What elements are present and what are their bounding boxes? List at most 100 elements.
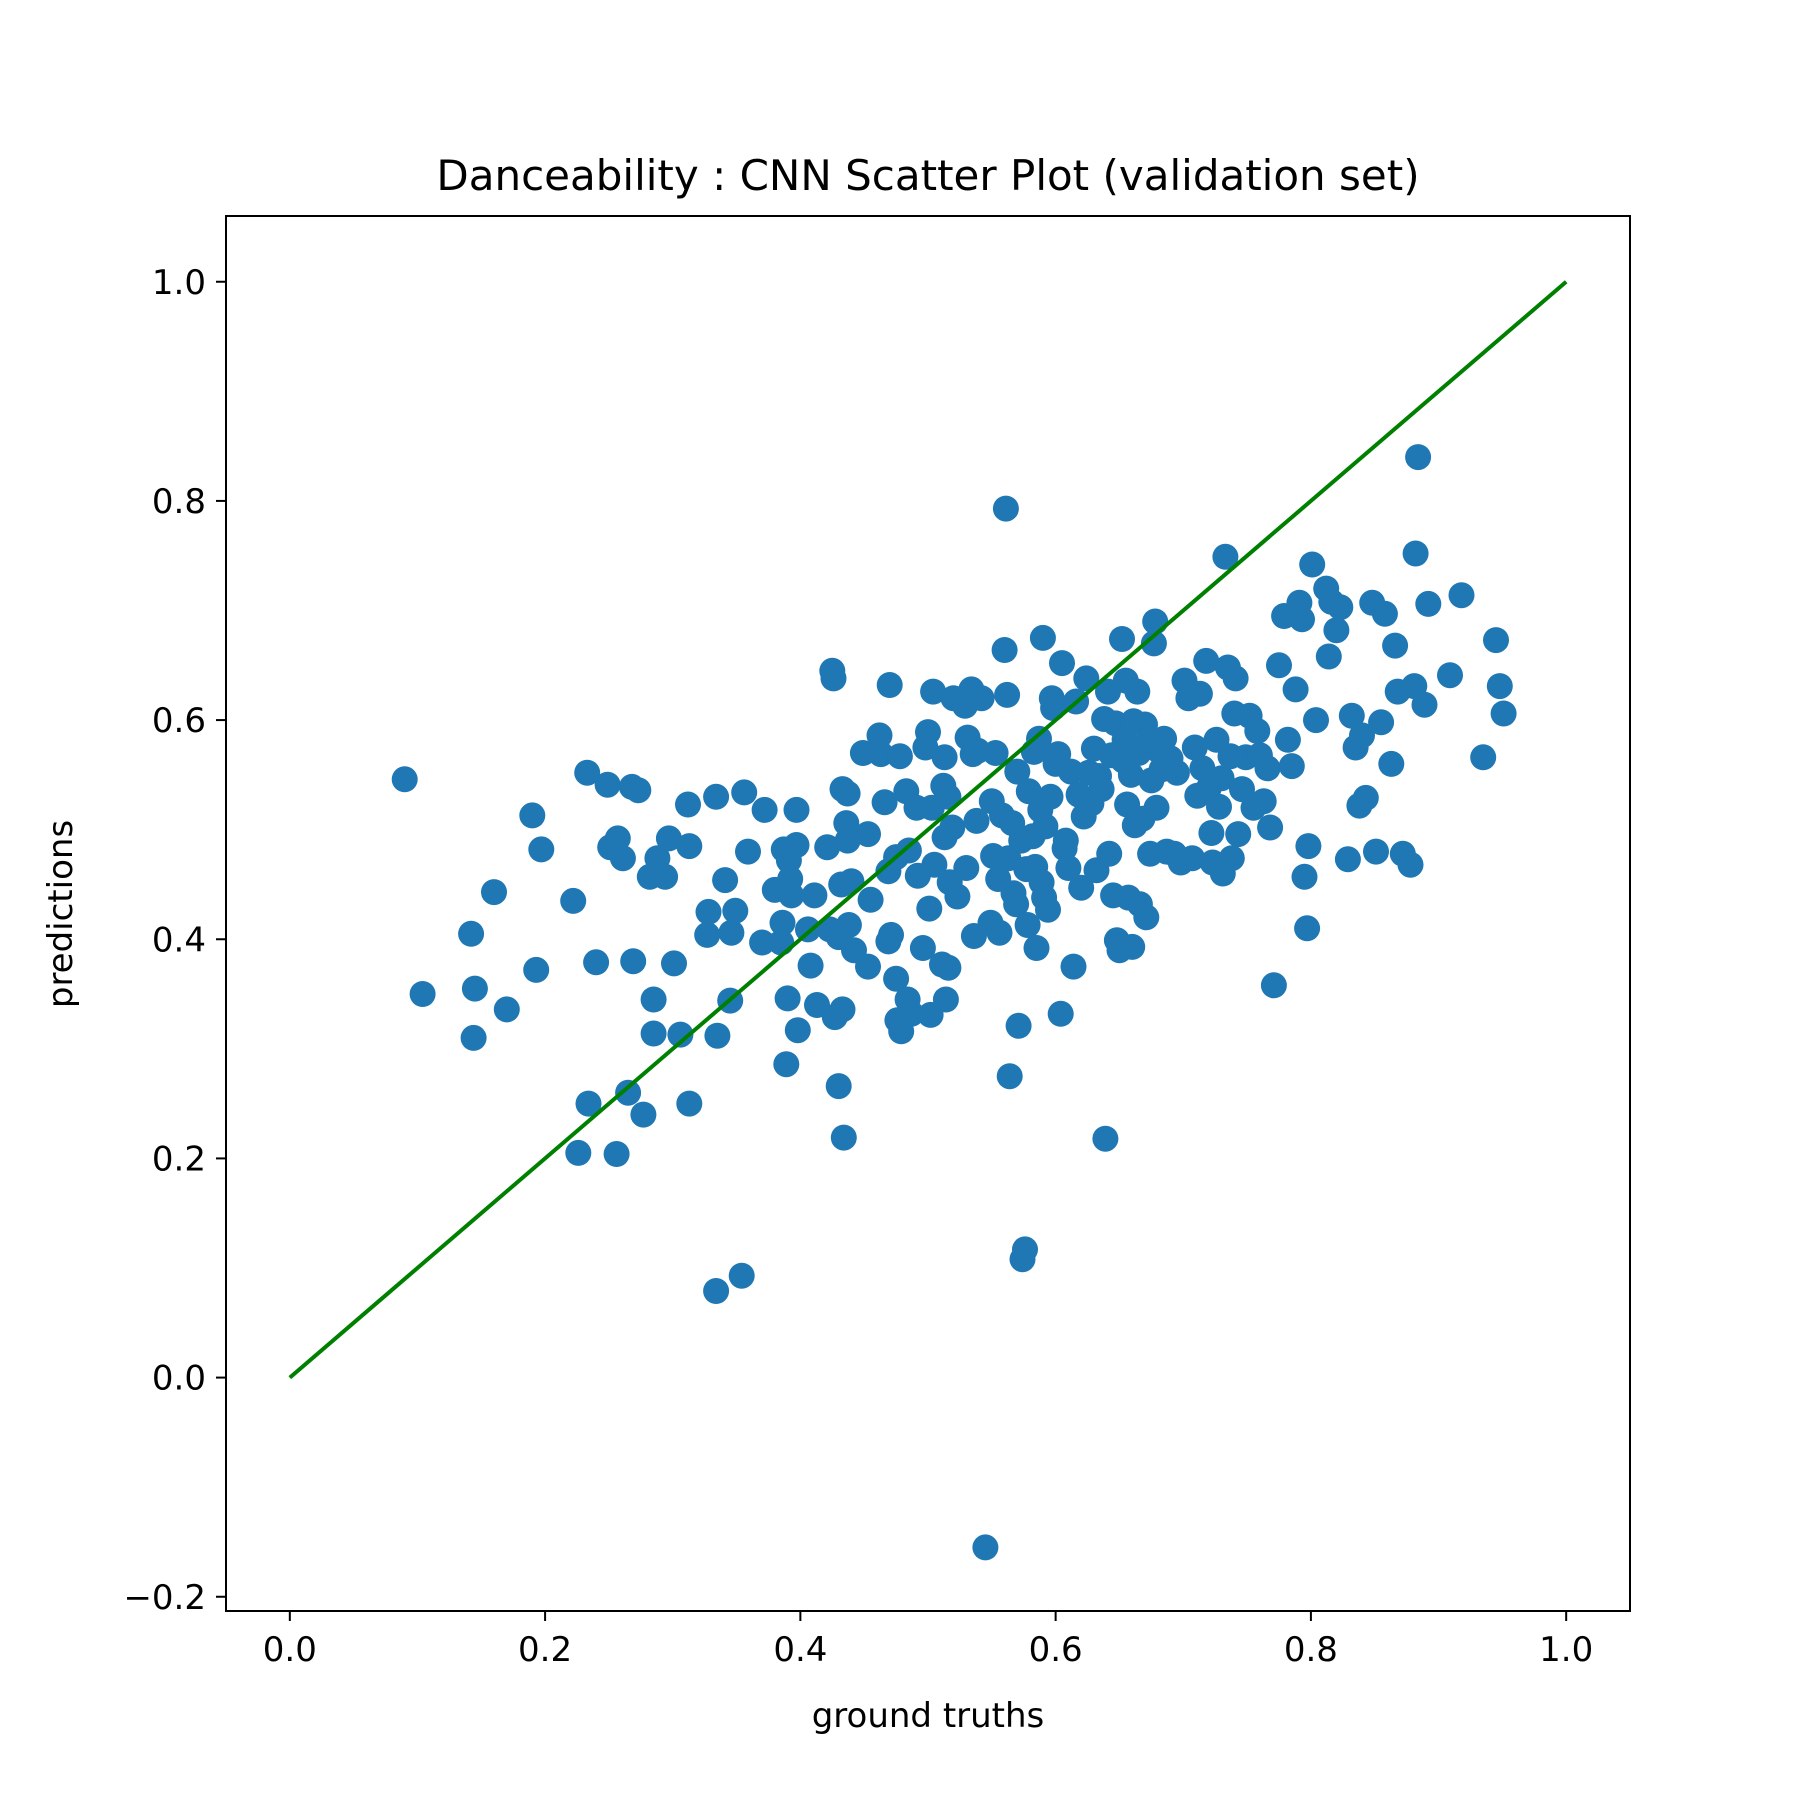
data-point-200 (1109, 626, 1135, 652)
data-point-264 (1274, 726, 1301, 753)
data-point-301 (1470, 744, 1497, 771)
data-point-37 (695, 898, 722, 925)
data-point-279 (1334, 846, 1361, 873)
data-point-74 (829, 996, 856, 1023)
data-point-290 (1382, 632, 1409, 659)
data-point-7 (519, 802, 546, 829)
data-point-63 (797, 952, 824, 979)
data-point-303 (1486, 673, 1513, 700)
data-point-302 (1483, 627, 1509, 654)
data-point-61 (784, 1017, 811, 1044)
data-point-43 (718, 919, 745, 946)
data-point-300 (1448, 582, 1475, 609)
plot-frame (225, 215, 1631, 1612)
data-point-24 (630, 1101, 657, 1128)
data-point-47 (735, 838, 761, 865)
data-point-3 (461, 975, 488, 1002)
data-point-273 (1303, 707, 1329, 734)
data-point-2 (458, 920, 485, 947)
data-point-112 (921, 851, 948, 878)
data-point-132 (968, 685, 995, 712)
data-point-60 (783, 796, 810, 823)
data-point-250 (1222, 665, 1249, 692)
data-point-6 (493, 996, 520, 1023)
data-point-84 (855, 821, 881, 848)
data-point-173 (1047, 1000, 1074, 1027)
x-tick-label: 1.0 (1539, 1630, 1593, 1670)
data-point-210 (1124, 678, 1151, 705)
data-point-232 (1179, 845, 1206, 872)
data-point-107 (915, 719, 941, 746)
data-point-8 (523, 956, 550, 983)
data-point-179 (1060, 953, 1087, 980)
data-point-272 (1299, 551, 1326, 578)
data-point-101 (895, 837, 922, 864)
data-point-156 (1015, 778, 1042, 805)
data-point-256 (1244, 718, 1271, 744)
data-point-295 (1402, 540, 1429, 567)
data-point-170 (1040, 695, 1067, 721)
data-point-29 (652, 863, 679, 890)
data-point-177 (1055, 855, 1082, 881)
y-tick-label: −0.2 (123, 1578, 206, 1618)
data-point-268 (1289, 606, 1315, 633)
data-point-93 (878, 921, 904, 948)
data-point-11 (565, 1139, 592, 1166)
data-point-33 (675, 791, 701, 818)
data-point-221 (1143, 794, 1170, 821)
data-point-71 (825, 1073, 852, 1100)
data-point-15 (594, 771, 621, 798)
data-point-1 (409, 981, 436, 1007)
data-point-262 (1266, 652, 1292, 679)
data-point-252 (1229, 776, 1255, 803)
y-tick-label: 0.8 (152, 482, 206, 522)
data-point-38 (703, 783, 730, 810)
data-point-271 (1295, 833, 1322, 860)
data-point-85 (855, 953, 881, 980)
x-tick-label: 0.2 (518, 1630, 572, 1670)
data-point-0 (391, 766, 418, 793)
data-point-298 (1415, 590, 1442, 617)
data-point-280 (1338, 702, 1365, 729)
data-point-224 (1151, 725, 1178, 752)
data-point-194 (1096, 840, 1123, 867)
data-point-39 (704, 1022, 731, 1049)
data-point-142 (992, 495, 1019, 522)
data-point-64 (801, 882, 828, 909)
data-point-97 (886, 743, 913, 770)
data-point-168 (1037, 783, 1064, 810)
data-point-31 (661, 950, 687, 977)
data-point-248 (1218, 845, 1245, 872)
data-point-176 (1052, 827, 1079, 854)
y-axis-ticks: −0.2 0.0 0.2 0.4 0.6 0.8 1.0 (123, 263, 226, 1618)
data-point-87 (866, 722, 893, 749)
data-point-269 (1291, 863, 1318, 890)
data-point-304 (1490, 700, 1517, 727)
data-point-148 (1003, 891, 1030, 918)
data-point-81 (838, 868, 865, 895)
data-point-22 (620, 948, 647, 975)
y-tick-label: 0.0 (152, 1359, 206, 1399)
data-point-20 (615, 1079, 642, 1106)
data-point-30 (655, 825, 682, 852)
data-point-117 (932, 986, 959, 1013)
data-point-5 (481, 879, 507, 906)
data-point-80 (835, 912, 862, 938)
data-point-78 (834, 780, 861, 807)
data-point-23 (625, 777, 652, 804)
data-point-235 (1186, 680, 1213, 707)
data-point-164 (1029, 624, 1056, 651)
data-point-265 (1278, 753, 1305, 780)
data-point-105 (909, 935, 936, 961)
y-tick-label: 1.0 (152, 263, 206, 303)
data-point-4 (460, 1024, 487, 1051)
data-point-166 (1032, 813, 1059, 840)
data-point-174 (1049, 650, 1075, 677)
data-point-17 (604, 825, 631, 852)
data-point-206 (1117, 761, 1144, 788)
data-point-118 (935, 954, 962, 981)
data-point-242 (1206, 793, 1232, 820)
data-point-55 (774, 985, 801, 1012)
data-point-59 (783, 832, 810, 858)
data-point-288 (1371, 600, 1398, 627)
